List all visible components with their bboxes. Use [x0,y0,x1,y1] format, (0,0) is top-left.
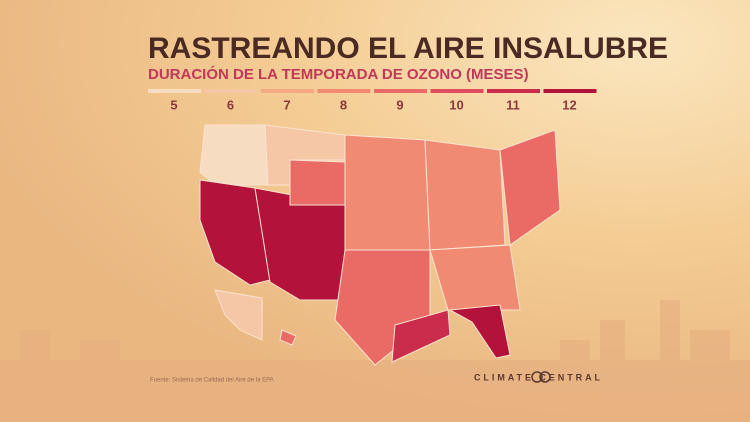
map-region [448,304,511,359]
source: Fuente: Sistema de Calidad del Aire de l… [150,378,274,384]
map-region [214,289,263,341]
legend-label: 6 [227,97,234,112]
map-region [344,134,431,251]
legend-swatch [317,89,371,93]
legend-swatch [487,89,540,93]
map-region [424,139,506,251]
map-region [391,309,451,363]
legend-label: 5 [170,97,177,112]
legend-swatch [148,89,201,93]
legend-swatch [374,89,427,93]
legend-swatch [204,89,258,93]
map-region [199,124,269,186]
map-region [289,159,346,206]
title: RASTREANDO EL AIRE INSALUBRE [148,32,668,65]
logo-icon [531,371,543,383]
subtitle: DURACIÓN DE LA TEMPORADA DE OZONO (MESES… [148,65,529,83]
legend-label: 10 [449,97,463,112]
legend-label: 11 [506,97,520,112]
legend-label: 8 [340,97,347,112]
legend-swatch [543,89,597,93]
legend: 5 6 7 8 9 10 11 12 [148,89,597,112]
map-region [429,244,521,311]
legend-swatch [430,89,484,93]
legend-label: 7 [283,97,290,112]
legend-label: 9 [396,97,403,112]
map [199,124,561,366]
map-region [279,329,297,346]
map-region [499,129,561,246]
legend-label: 12 [562,97,576,112]
skyline [0,300,750,422]
legend-swatch [261,89,314,93]
logo-icon [539,371,551,383]
